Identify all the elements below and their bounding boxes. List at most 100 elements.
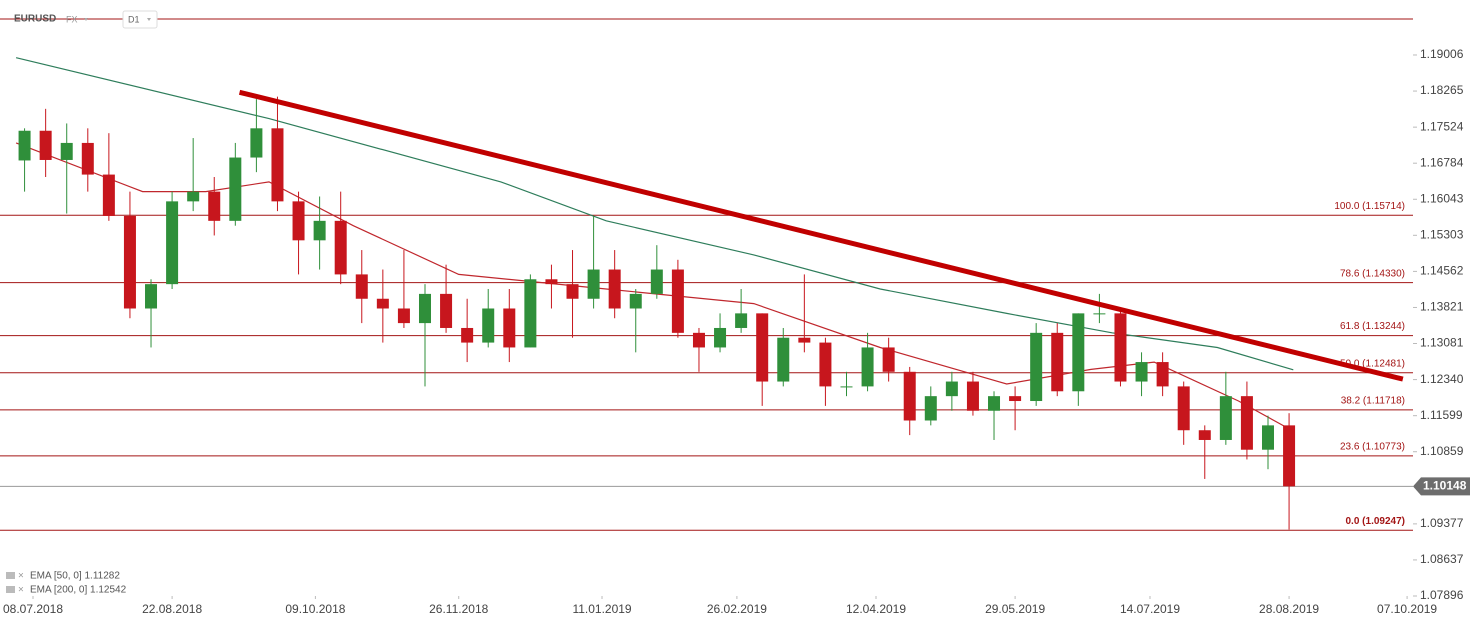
candle-body	[1072, 313, 1085, 392]
candle-body	[1177, 386, 1190, 431]
candle-body	[81, 142, 94, 175]
candle-body	[671, 269, 684, 333]
x-tick-label: 12.04.2019	[846, 602, 906, 616]
candle-body	[945, 381, 958, 397]
candle-body	[123, 215, 136, 309]
y-tick-label: 1.16043	[1420, 191, 1464, 205]
candle-body	[145, 284, 158, 309]
candle-body	[102, 174, 115, 216]
candle-body	[566, 284, 579, 299]
candle-body	[1051, 332, 1064, 392]
candle-body	[292, 201, 305, 241]
candle-body	[166, 201, 179, 285]
y-tick-label: 1.13821	[1420, 300, 1464, 314]
dropdown-arrow[interactable]	[84, 18, 88, 21]
x-tick-label: 07.10.2019	[1377, 602, 1437, 616]
candle-body	[587, 269, 600, 299]
candle-body	[461, 327, 474, 343]
candle-body	[271, 128, 284, 202]
y-tick-label: 1.09377	[1420, 516, 1464, 530]
legend-label: EMA [200, 0] 1.12542	[30, 585, 127, 596]
candle-body	[629, 293, 642, 309]
candle-body	[1261, 425, 1274, 450]
candle-body	[334, 220, 347, 275]
y-tick-label: 1.08637	[1420, 552, 1464, 566]
fib-label: 38.2 (1.11718)	[1341, 396, 1405, 407]
x-tick-label: 14.07.2019	[1120, 602, 1180, 616]
candle-body	[966, 381, 979, 411]
candle-body	[1114, 313, 1127, 382]
interval[interactable]: D1	[128, 14, 140, 24]
candle-body	[60, 142, 73, 160]
candle-body	[39, 130, 52, 160]
ema-line	[15, 57, 1294, 371]
y-tick-label: 1.07896	[1420, 588, 1464, 602]
fib-label: 61.8 (1.13244)	[1340, 321, 1405, 332]
candle-body	[418, 293, 431, 324]
x-tick-label: 09.10.2018	[285, 602, 345, 616]
x-tick-label: 29.05.2019	[985, 602, 1045, 616]
candle-body	[608, 269, 621, 309]
fib-label: 23.6 (1.10773)	[1340, 442, 1405, 453]
legend: × EMA [50, 0] 1.11282 × EMA [200, 0] 1.1254…	[6, 571, 127, 596]
candle-body	[482, 308, 495, 343]
candle-body	[376, 298, 389, 309]
legend-remove: ×	[18, 571, 24, 582]
y-tick-label: 1.19006	[1420, 47, 1464, 61]
y-tick-label: 1.16784	[1420, 155, 1464, 169]
fib-label: 100.0 (1.15714)	[1334, 201, 1405, 212]
price-tag	[1413, 477, 1470, 496]
candle-body	[840, 386, 853, 388]
y-tick-label: 1.11599	[1420, 408, 1463, 422]
market: FX	[66, 14, 78, 24]
x-tick-label: 26.11.2018	[429, 602, 488, 616]
candle-body	[355, 274, 368, 299]
candle-body	[777, 337, 790, 382]
candle-body	[250, 128, 263, 158]
candle-body	[650, 269, 663, 294]
candle-body	[1009, 396, 1022, 402]
candle-body	[313, 220, 326, 241]
y-tick-label: 1.17524	[1420, 119, 1464, 133]
price-tag-label: 1.10148	[1423, 479, 1467, 493]
legend-icon	[6, 572, 15, 579]
y-tick-label: 1.12340	[1420, 372, 1464, 386]
legend-remove: ×	[18, 585, 24, 596]
candle-body	[229, 157, 242, 221]
y-tick-label: 1.10859	[1420, 444, 1464, 458]
fib-label: 78.6 (1.14330)	[1340, 268, 1405, 279]
dropdown-arrow[interactable]	[147, 18, 151, 21]
candle-body	[756, 313, 769, 382]
candle-body	[988, 396, 1001, 411]
x-tick-label: 28.08.2019	[1259, 602, 1319, 616]
symbol[interactable]: EURUSD	[14, 14, 56, 25]
x-tick-label: 08.07.2018	[3, 602, 63, 616]
candle-body	[798, 337, 811, 343]
candle-body	[1283, 425, 1296, 487]
candle-body	[714, 327, 727, 348]
fib-label: 50.0 (1.12481)	[1340, 358, 1405, 369]
candle-body	[692, 332, 705, 348]
y-tick-label: 1.13081	[1420, 336, 1464, 350]
candle-body	[1219, 396, 1232, 440]
candle-body	[882, 347, 895, 372]
x-tick-label: 11.01.2019	[572, 602, 631, 616]
candle-body	[735, 313, 748, 328]
candle-body	[545, 279, 558, 285]
candle-body	[1135, 362, 1148, 382]
candle-body	[1240, 396, 1253, 450]
candle-body	[503, 308, 516, 348]
y-tick-label: 1.15303	[1420, 227, 1464, 241]
interval-box[interactable]	[122, 10, 158, 29]
candle-body	[1030, 332, 1043, 402]
y-tick-label: 1.14562	[1420, 264, 1464, 278]
candle-body	[1093, 313, 1106, 315]
candle-body	[524, 279, 537, 348]
candle-body	[397, 308, 410, 324]
legend-label: EMA [50, 0] 1.11282	[30, 571, 120, 582]
candle-body	[819, 342, 832, 387]
candle-body	[924, 396, 937, 421]
fib-label: 0.0 (1.09247)	[1346, 516, 1406, 527]
y-tick-label: 1.18265	[1420, 83, 1464, 97]
